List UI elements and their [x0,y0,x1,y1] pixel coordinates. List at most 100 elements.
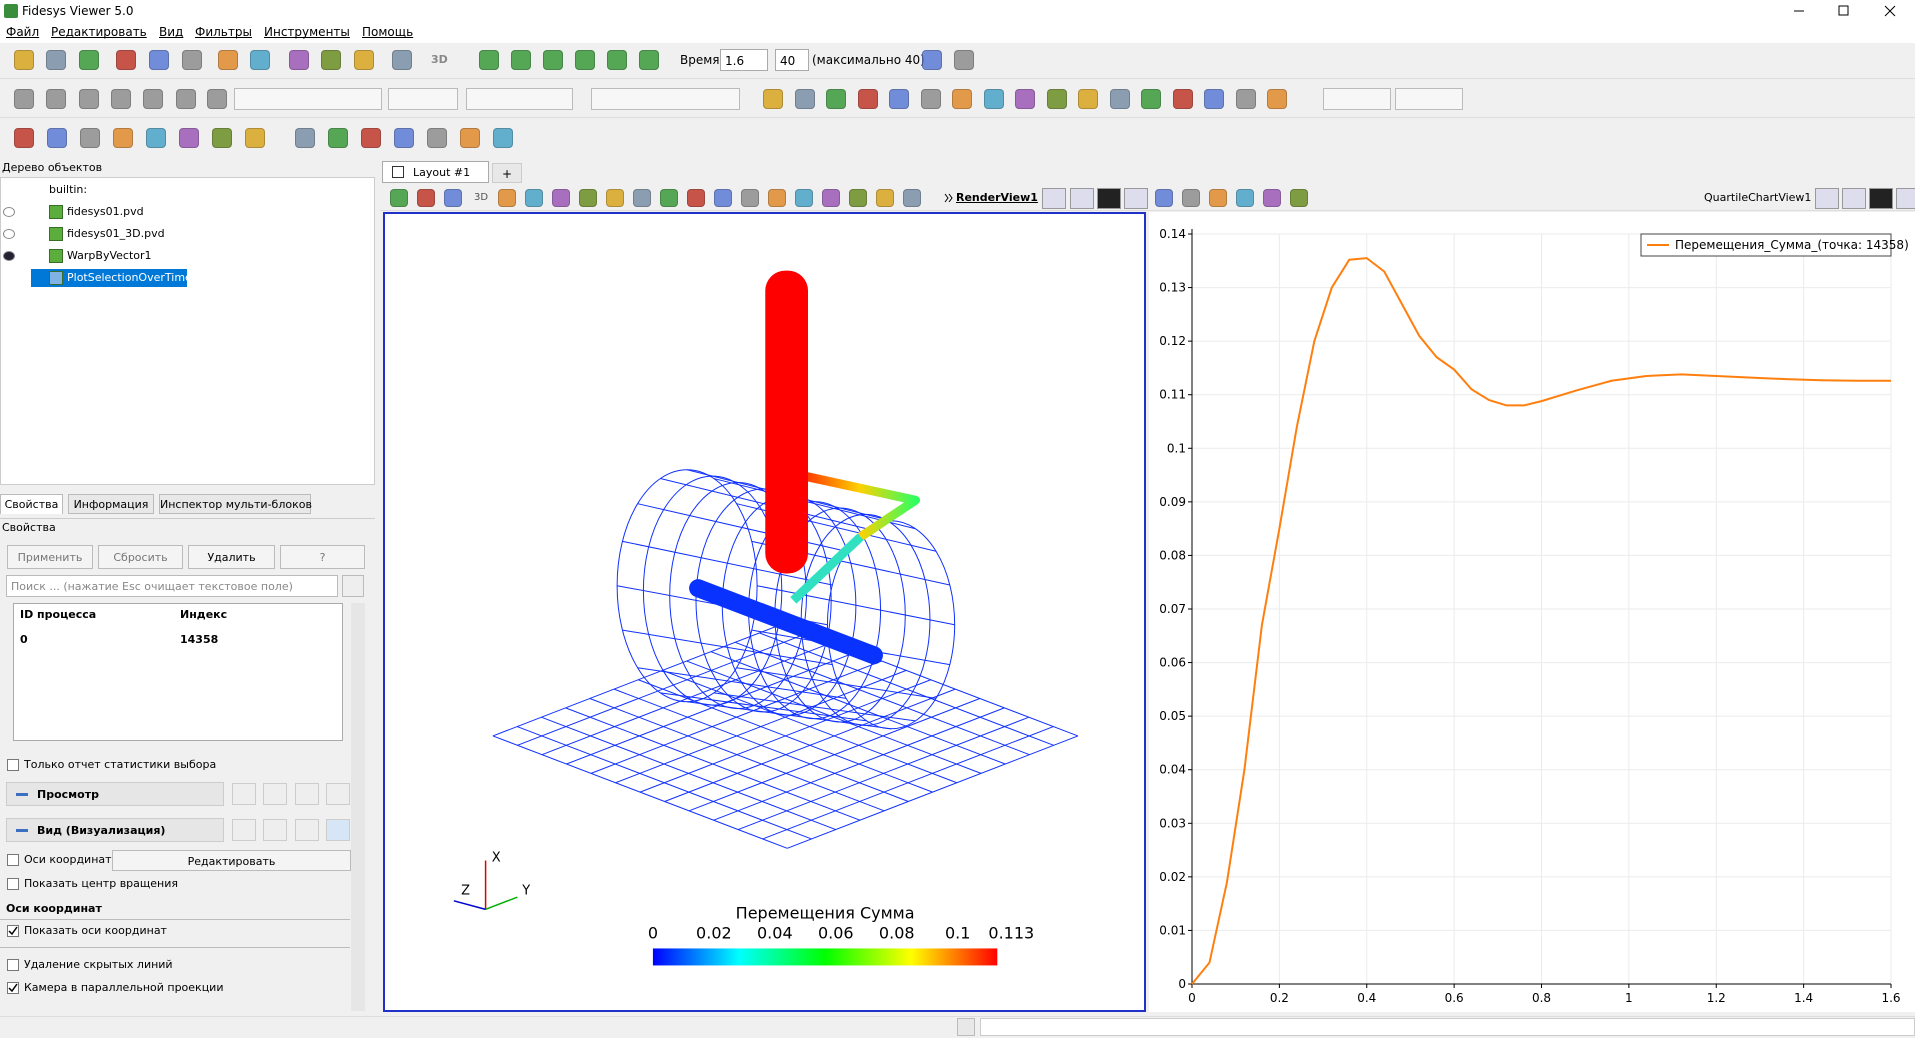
view-3d-button[interactable]: 3D [474,192,489,203]
toolbar-button[interactable] [390,189,408,207]
combo-box[interactable] [466,88,573,110]
toolbar-button[interactable] [250,50,271,70]
toolbar-button[interactable] [1267,89,1287,109]
visibility-eye[interactable] [3,251,15,261]
toolbar-button[interactable] [113,128,134,148]
panel-tab[interactable]: Свойства [0,494,63,514]
toolbar-button[interactable] [849,189,867,207]
menu-item[interactable]: Фильтры [195,25,252,39]
menu-item[interactable]: Помощь [362,25,414,39]
toolbar-button[interactable] [579,189,597,207]
toolbar-button[interactable] [687,189,705,207]
properties-button[interactable]: Применить [7,545,93,569]
toolbar-button[interactable] [80,128,101,148]
time-input[interactable]: 1.6 [720,49,768,71]
toolbar-button[interactable] [1290,189,1308,207]
section-tool[interactable] [232,819,256,841]
section-header[interactable]: Просмотр [6,782,224,806]
edit-button[interactable]: Редактировать [112,850,351,871]
checkbox[interactable] [7,959,19,971]
toolbar-button[interactable] [857,89,878,109]
checkbox[interactable] [7,759,19,771]
toolbar-button[interactable] [822,189,840,207]
pipeline-item[interactable]: builtin: [49,183,88,196]
toolbar-button[interactable] [1015,89,1035,109]
toolbar-button[interactable] [1209,189,1227,207]
toolbar-button[interactable] [768,189,786,207]
toolbar-button[interactable] [289,50,310,70]
step-input[interactable]: 40 [775,49,809,71]
section-tool[interactable] [295,819,319,841]
toolbar-button[interactable] [175,89,196,109]
toolbar-button[interactable] [1263,189,1281,207]
toolbar-button[interactable] [1182,189,1200,207]
toolbar-button[interactable] [606,189,624,207]
section-tool[interactable] [326,819,350,841]
toolbar-button[interactable] [903,189,921,207]
toolbar-button[interactable] [79,50,100,70]
toolbar-button[interactable] [1204,89,1224,109]
menu-item[interactable]: Редактировать [51,25,147,39]
toolbar-button[interactable] [115,50,136,70]
properties-button[interactable]: Сбросить [98,545,183,569]
toolbar-button[interactable] [660,189,678,207]
pipeline-item[interactable]: fidesys01_3D.pvd [67,227,165,240]
view-split-button[interactable] [1842,188,1866,209]
toolbar-button[interactable] [417,189,435,207]
toolbar-button[interactable] [493,128,514,148]
toolbar-button[interactable] [361,128,382,148]
toolbar-button[interactable] [320,50,341,70]
pipeline-item[interactable]: fidesys01.pvd [67,205,144,218]
toolbar-button[interactable] [148,50,169,70]
toolbar-button[interactable] [328,128,349,148]
toolbar-button[interactable] [1046,89,1067,109]
toolbar-button[interactable] [110,89,131,109]
toolbar-button[interactable] [552,189,570,207]
toolbar-button[interactable] [444,189,462,207]
panel-tab[interactable]: Инспектор мульти-блоков [159,494,312,514]
toolbar-button[interactable] [714,189,732,207]
toolbar-button[interactable] [245,128,266,148]
status-button[interactable] [957,1018,975,1036]
toolbar-button[interactable] [207,89,228,109]
view-split-button[interactable] [1042,188,1066,209]
settings-button[interactable] [342,575,364,597]
visibility-eye[interactable] [3,207,15,217]
pipeline-item[interactable]: PlotSelectionOverTime1 [67,271,199,284]
toolbar-button[interactable] [460,128,481,148]
combo-box[interactable] [388,88,458,110]
menu-item[interactable]: Инструменты [264,25,350,39]
toolbar-button[interactable] [1172,89,1193,109]
toolbar-button[interactable] [212,128,233,148]
toolbar-button[interactable] [391,50,412,70]
toolbar-button[interactable] [218,50,239,70]
toolbar-button[interactable] [921,50,942,70]
view-split-button[interactable] [1097,188,1121,209]
toolbar-button[interactable] [575,50,595,70]
toolbar-button[interactable] [47,128,68,148]
visibility-eye[interactable] [3,229,15,239]
view-split-button[interactable] [1869,188,1893,209]
toolbar-button[interactable] [14,50,35,70]
toolbar-button[interactable] [794,89,815,109]
toolbar-button[interactable] [741,189,759,207]
toolbar-button[interactable] [353,50,374,70]
search-input[interactable]: Поиск ... (нажатие Esc очищает текстовое… [6,575,338,597]
toolbar-button[interactable] [1078,89,1098,109]
toolbar-button[interactable] [1235,89,1256,109]
checkbox[interactable] [7,854,19,866]
section-tool[interactable] [232,783,256,805]
toolbar-button[interactable] [498,189,516,207]
toolbar-button[interactable] [79,89,100,109]
toolbar-button[interactable] [826,89,846,109]
view-split-button[interactable] [1124,188,1148,209]
section-tool[interactable] [263,783,287,805]
toolbar-button[interactable] [543,50,564,70]
toolbar-button[interactable] [146,128,167,148]
toolbar-button[interactable] [142,89,163,109]
menu-item[interactable]: Вид [159,25,184,39]
view-split-button[interactable] [1896,188,1915,209]
properties-button[interactable]: Удалить [188,545,275,569]
pipeline-item[interactable]: WarpByVector1 [67,249,152,262]
toolbar-button[interactable] [953,50,974,70]
